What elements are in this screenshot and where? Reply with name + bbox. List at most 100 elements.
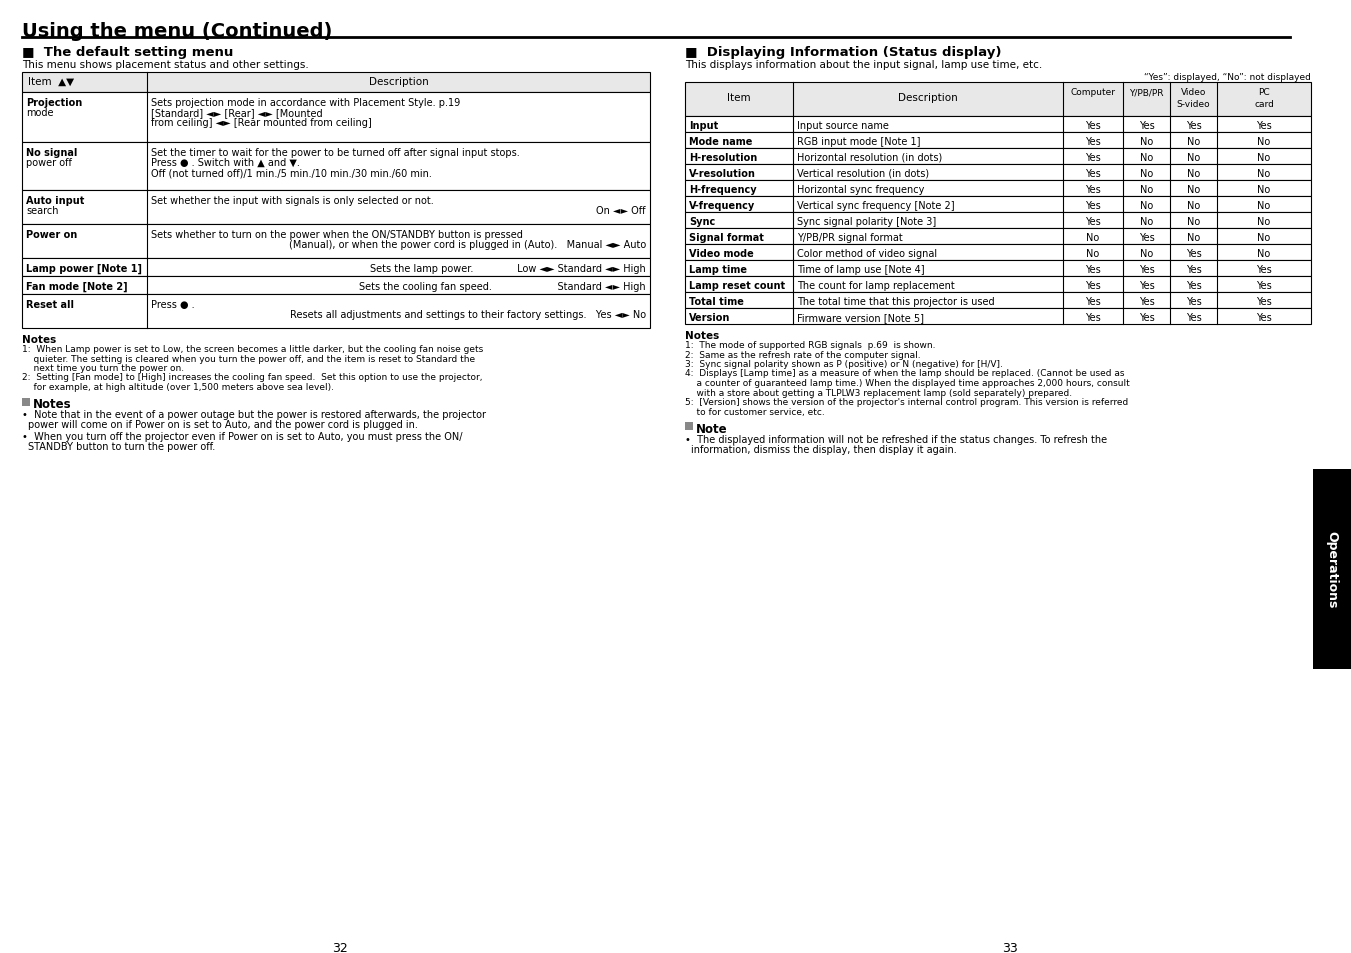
- Text: with a store about getting a TLPLW3 replacement lamp (sold separately) prepared.: with a store about getting a TLPLW3 repl…: [685, 388, 1073, 397]
- Text: Set whether the input with signals is only selected or not.: Set whether the input with signals is on…: [151, 195, 434, 206]
- Text: Projection: Projection: [26, 98, 82, 108]
- Text: No signal: No signal: [26, 148, 77, 158]
- Text: Yes: Yes: [1139, 313, 1154, 323]
- Text: 32: 32: [332, 941, 347, 953]
- Text: 5:  [Version] shows the version of the projector's internal control program. Thi: 5: [Version] shows the version of the pr…: [685, 397, 1128, 407]
- Text: “Yes”: displayed, “No”: not displayed: “Yes”: displayed, “No”: not displayed: [1144, 73, 1310, 82]
- Text: Resets all adjustments and settings to their factory settings.   Yes ◄► No: Resets all adjustments and settings to t…: [290, 310, 646, 319]
- Text: No: No: [1258, 185, 1271, 194]
- Text: Yes: Yes: [1085, 296, 1101, 307]
- Text: Vertical sync frequency [Note 2]: Vertical sync frequency [Note 2]: [797, 201, 955, 211]
- Text: Yes: Yes: [1085, 121, 1101, 131]
- Text: Yes: Yes: [1085, 169, 1101, 179]
- Text: Notes: Notes: [22, 335, 57, 345]
- Text: No: No: [1188, 233, 1200, 243]
- Text: Yes: Yes: [1085, 152, 1101, 163]
- Bar: [685, 117, 1310, 132]
- Text: Press ● .: Press ● .: [151, 299, 195, 310]
- Text: Yes: Yes: [1186, 265, 1201, 274]
- Text: No: No: [1258, 152, 1271, 163]
- Text: 1:  The mode of supported RGB signals  p.69  is shown.: 1: The mode of supported RGB signals p.6…: [685, 340, 935, 350]
- Text: Mode name: Mode name: [689, 137, 753, 147]
- Text: to for customer service, etc.: to for customer service, etc.: [685, 407, 824, 416]
- Text: Yes: Yes: [1256, 296, 1271, 307]
- Text: Yes: Yes: [1139, 265, 1154, 274]
- Text: No: No: [1258, 201, 1271, 211]
- Text: No: No: [1140, 249, 1154, 258]
- Text: Yes: Yes: [1186, 313, 1201, 323]
- Text: No: No: [1188, 152, 1200, 163]
- Text: Input: Input: [689, 121, 719, 131]
- Text: Signal format: Signal format: [689, 233, 763, 243]
- Text: Time of lamp use [Note 4]: Time of lamp use [Note 4]: [797, 265, 924, 274]
- Text: 3:  Sync signal polarity shown as P (positive) or N (negative) for [H/V].: 3: Sync signal polarity shown as P (posi…: [685, 359, 1002, 369]
- Bar: [22, 92, 650, 143]
- Text: 1:  When Lamp power is set to Low, the screen becomes a little darker, but the c: 1: When Lamp power is set to Low, the sc…: [22, 345, 484, 354]
- Text: Sync: Sync: [689, 216, 715, 227]
- Text: Yes: Yes: [1256, 265, 1271, 274]
- Bar: [685, 309, 1310, 325]
- Text: Yes: Yes: [1186, 121, 1201, 131]
- Bar: [22, 258, 650, 276]
- Text: Sets the lamp power.              Low ◄► Standard ◄► High: Sets the lamp power. Low ◄► Standard ◄► …: [370, 264, 646, 274]
- Text: H-resolution: H-resolution: [689, 152, 758, 163]
- Text: No: No: [1188, 137, 1200, 147]
- Text: No: No: [1140, 201, 1154, 211]
- Text: No: No: [1140, 185, 1154, 194]
- Bar: [685, 83, 1310, 117]
- Text: Sync signal polarity [Note 3]: Sync signal polarity [Note 3]: [797, 216, 936, 227]
- Text: Sets whether to turn on the power when the ON/STANDBY button is pressed: Sets whether to turn on the power when t…: [151, 230, 523, 240]
- Bar: [22, 294, 650, 329]
- Text: Version: Version: [689, 313, 731, 323]
- Text: Horizontal resolution (in dots): Horizontal resolution (in dots): [797, 152, 942, 163]
- Bar: [22, 225, 650, 258]
- Text: Input source name: Input source name: [797, 121, 889, 131]
- Bar: [685, 165, 1310, 181]
- Text: This menu shows placement status and other settings.: This menu shows placement status and oth…: [22, 60, 309, 70]
- Text: Horizontal sync frequency: Horizontal sync frequency: [797, 185, 924, 194]
- Text: Yes: Yes: [1139, 121, 1154, 131]
- Text: from ceiling] ◄► [Rear mounted from ceiling]: from ceiling] ◄► [Rear mounted from ceil…: [151, 118, 372, 128]
- Text: •  The displayed information will not be refreshed if the status changes. To ref: • The displayed information will not be …: [685, 435, 1106, 444]
- Text: Off (not turned off)/1 min./5 min./10 min./30 min./60 min.: Off (not turned off)/1 min./5 min./10 mi…: [151, 168, 432, 178]
- Bar: [685, 181, 1310, 196]
- Text: Yes: Yes: [1256, 121, 1271, 131]
- Bar: [685, 293, 1310, 309]
- Text: Yes: Yes: [1186, 281, 1201, 291]
- Text: 33: 33: [1002, 941, 1017, 953]
- Bar: [685, 422, 693, 431]
- Text: Lamp reset count: Lamp reset count: [689, 281, 785, 291]
- Text: No: No: [1140, 137, 1154, 147]
- Bar: [685, 132, 1310, 149]
- Text: No: No: [1188, 169, 1200, 179]
- Text: Y/PB/PR: Y/PB/PR: [1129, 88, 1163, 97]
- Text: No: No: [1140, 169, 1154, 179]
- Text: 2:  Same as the refresh rate of the computer signal.: 2: Same as the refresh rate of the compu…: [685, 350, 920, 359]
- Bar: [22, 191, 650, 225]
- Text: 4:  Displays [Lamp time] as a measure of when the lamp should be replaced. (Cann: 4: Displays [Lamp time] as a measure of …: [685, 369, 1124, 378]
- Text: Yes: Yes: [1085, 265, 1101, 274]
- Text: Description: Description: [369, 77, 428, 87]
- Text: Yes: Yes: [1085, 216, 1101, 227]
- Text: No: No: [1258, 233, 1271, 243]
- Text: Total time: Total time: [689, 296, 744, 307]
- Text: Yes: Yes: [1085, 201, 1101, 211]
- Text: Yes: Yes: [1256, 313, 1271, 323]
- Bar: [685, 229, 1310, 245]
- Bar: [685, 276, 1310, 293]
- Text: Notes: Notes: [685, 331, 719, 340]
- Bar: [1313, 470, 1351, 669]
- Text: a counter of guaranteed lamp time.) When the displayed time approaches 2,000 hou: a counter of guaranteed lamp time.) When…: [685, 378, 1129, 388]
- Text: Sets the cooling fan speed.                     Standard ◄► High: Sets the cooling fan speed. Standard ◄► …: [359, 282, 646, 292]
- Text: Yes: Yes: [1085, 313, 1101, 323]
- Text: The count for lamp replacement: The count for lamp replacement: [797, 281, 955, 291]
- Bar: [22, 398, 30, 406]
- Text: No: No: [1258, 137, 1271, 147]
- Text: Item: Item: [727, 92, 751, 103]
- Text: mode: mode: [26, 108, 54, 118]
- Text: Yes: Yes: [1186, 296, 1201, 307]
- Text: No: No: [1140, 152, 1154, 163]
- Text: power off: power off: [26, 158, 72, 168]
- Text: Press ● . Switch with ▲ and ▼.: Press ● . Switch with ▲ and ▼.: [151, 158, 300, 168]
- Text: No: No: [1258, 249, 1271, 258]
